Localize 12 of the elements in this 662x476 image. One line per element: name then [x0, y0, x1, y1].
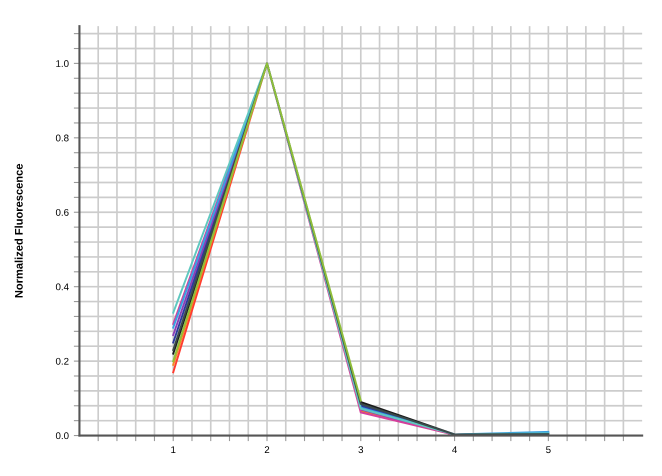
x-tick-label: 3	[358, 446, 364, 454]
y-tick-label: 0.8	[56, 134, 69, 142]
y-tick-label: 0.4	[56, 283, 69, 290]
y-tick-label: 0.2	[56, 358, 69, 365]
y-tick-label: 0.0	[56, 432, 69, 440]
y-axis-title: Normalized Fluorescence	[14, 164, 23, 298]
y-tick-label: 1.0	[56, 60, 69, 68]
x-tick-label: 5	[546, 446, 551, 454]
x-tick-label: 4	[452, 446, 457, 453]
x-tick-label: 1	[171, 446, 176, 453]
y-tick-label: 0.6	[56, 208, 69, 216]
x-tick-label: 2	[264, 446, 270, 453]
